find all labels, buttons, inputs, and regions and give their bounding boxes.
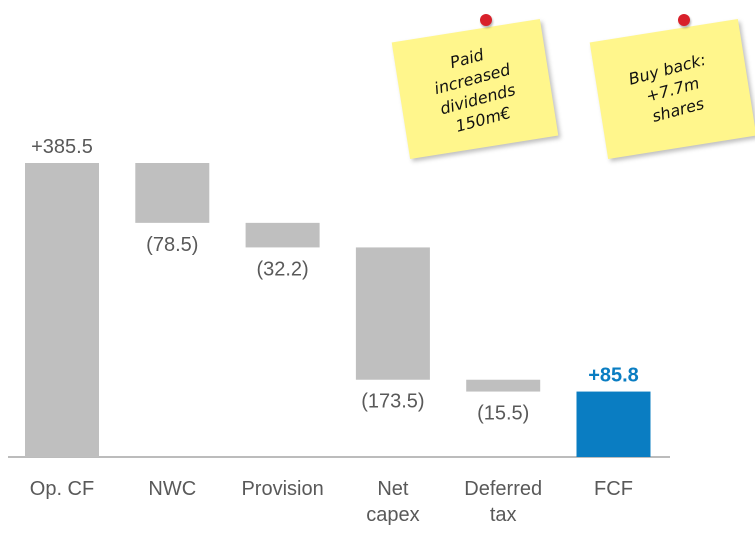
- bar: [356, 247, 430, 379]
- value-label: (32.2): [256, 258, 308, 280]
- x-tick-label: FCF: [559, 476, 669, 502]
- x-tick-label: Deferred tax: [448, 476, 558, 528]
- sticky-note: Paid increased dividends 150m€: [392, 19, 559, 159]
- bar: [577, 392, 651, 457]
- x-tick-label: Provision: [228, 476, 338, 502]
- bar: [135, 163, 209, 223]
- annotation: Buy back: +7.7m shares: [627, 48, 720, 129]
- page: {"chart_data": {"type": "waterfall", "ca…: [0, 0, 755, 533]
- bar: [25, 163, 99, 457]
- pin: [678, 14, 690, 26]
- x-tick-label: Net capex: [338, 476, 448, 528]
- value-label: (15.5): [477, 403, 529, 425]
- annotation: Paid increased dividends 150m€: [426, 38, 523, 139]
- value-label: (78.5): [146, 234, 198, 256]
- bar: [466, 380, 540, 392]
- bar: [246, 223, 320, 248]
- value-label: (173.5): [361, 391, 424, 413]
- x-tick-label: Op. CF: [7, 476, 117, 502]
- sticky-note: Buy back: +7.7m shares: [590, 19, 755, 159]
- value-label: +85.8: [588, 365, 639, 387]
- pin: [480, 14, 492, 26]
- value-label: +385.5: [31, 136, 93, 158]
- x-tick-label: NWC: [117, 476, 227, 502]
